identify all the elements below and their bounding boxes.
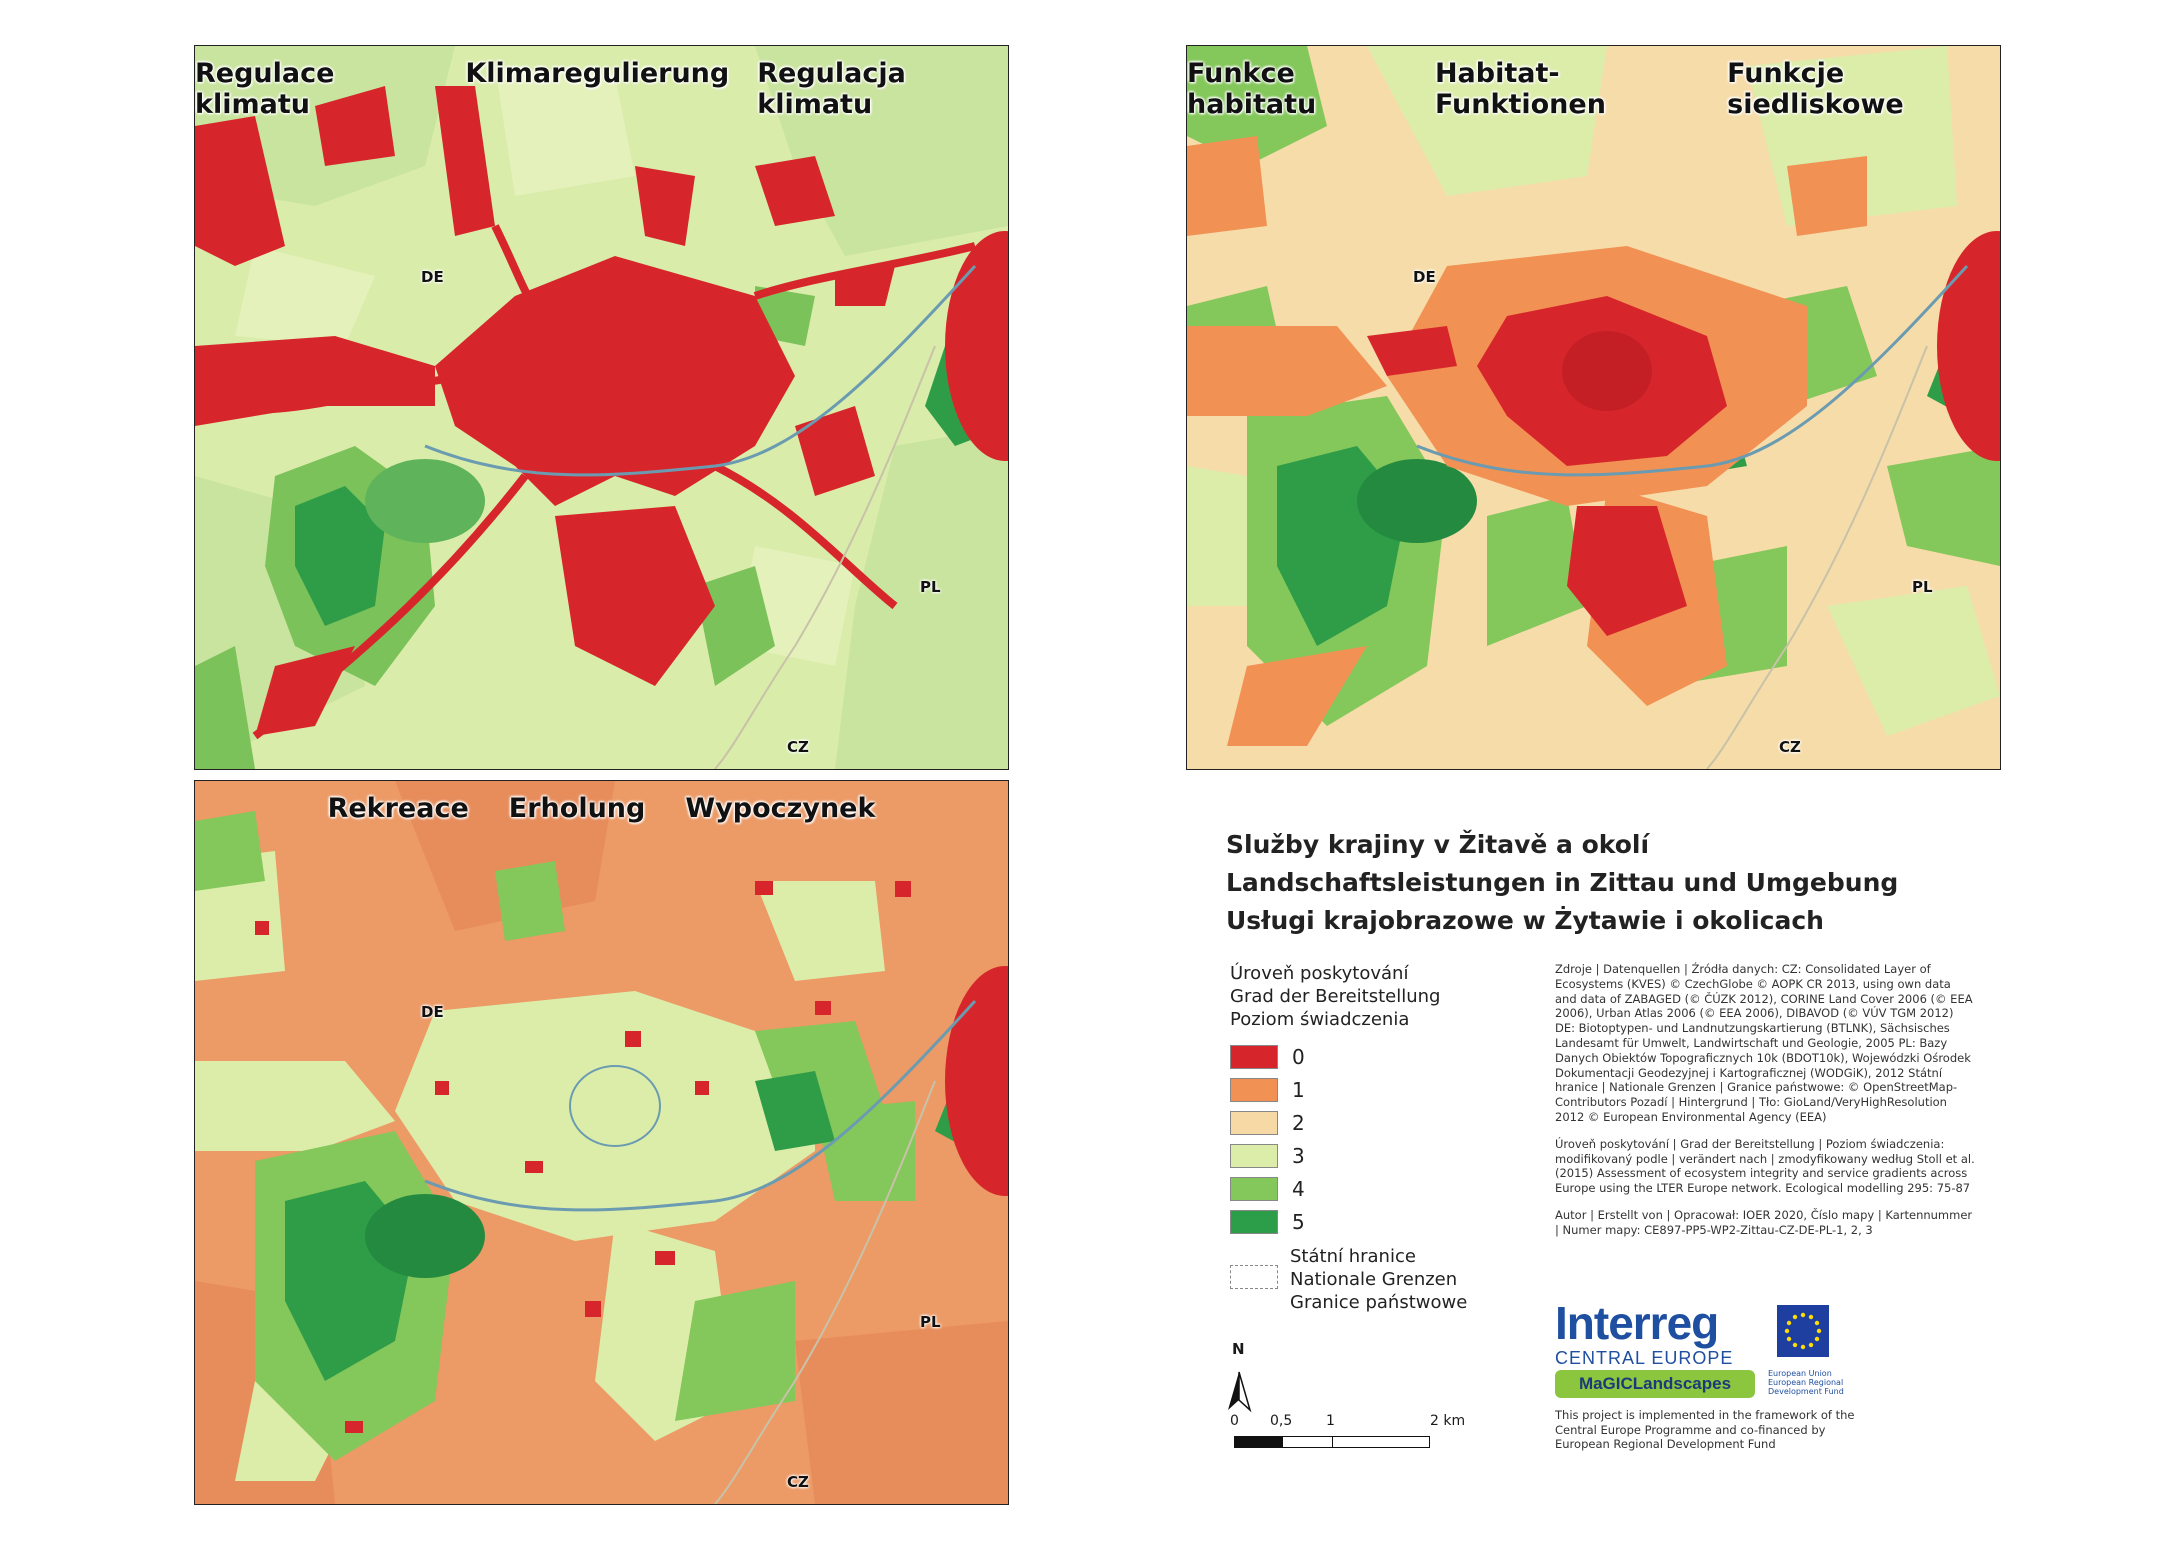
interreg-logo: Interreg CENTRAL EUROPE — [1555, 1300, 1733, 1369]
country-label-cz: CZ — [787, 738, 809, 756]
boundary-label-cz: Státní hranice — [1290, 1246, 1416, 1267]
legend-levels-heading: Úroveň poskytování Grad der Bereitstellu… — [1230, 962, 1440, 1031]
country-label-pl: PL — [920, 1313, 941, 1331]
legend-title-pl: Usługi krajobrazowe w Żytawie i okolicac… — [1226, 906, 1824, 935]
eu-fund-text: European Union European Regional Develop… — [1768, 1369, 1844, 1396]
sources-paragraph-3: Autor | Erstellt von | Opracował: IOER 2… — [1555, 1207, 1973, 1237]
map-climate-title-pl: Regulacja klimatu — [757, 58, 906, 120]
legend-level-value: 2 — [1292, 1111, 1305, 1135]
magiclandscapes-badge: MaGICLandscapes — [1555, 1370, 1755, 1398]
legend-boundary-label: Státní hranice Nationale Grenzen Granice… — [1290, 1245, 1467, 1314]
scale-bar — [1234, 1436, 1430, 1448]
boundary-label-de: Nationale Grenzen — [1290, 1269, 1458, 1290]
legend-level-3: 3 — [1230, 1143, 1305, 1169]
data-sources: Zdroje | Datenquellen | Źródła danych: C… — [1555, 962, 1975, 1250]
legend-level-value: 3 — [1292, 1144, 1305, 1168]
north-label: N — [1232, 1340, 1245, 1358]
map-recreation-title: Rekreace Erholung Wypoczynek — [195, 793, 1008, 824]
map-climate-title-de: Klimaregulierung — [465, 58, 730, 89]
legend-title-de: Landschaftsleistungen in Zittau und Umge… — [1226, 868, 1899, 897]
legend-swatch — [1230, 1177, 1278, 1201]
scale-label-2km: 2 km — [1430, 1413, 1466, 1429]
scale-label-0: 0 — [1230, 1413, 1239, 1429]
legend-swatch — [1230, 1210, 1278, 1234]
map-habitat-canvas — [1187, 46, 2000, 769]
country-label-cz: CZ — [787, 1473, 809, 1491]
scale-labels: 0 0,5 1 2 km — [1230, 1413, 1470, 1431]
map-climate-canvas — [195, 46, 1008, 769]
legend-swatch — [1230, 1045, 1278, 1069]
country-label-pl: PL — [1912, 578, 1933, 596]
map-recreation-title-pl: Wypoczynek — [685, 793, 876, 824]
sources-paragraph-1: Zdroje | Datenquellen | Źródła danych: C… — [1555, 962, 1973, 1124]
map-recreation-title-cz: Rekreace — [327, 793, 469, 824]
legend-level-value: 1 — [1292, 1078, 1305, 1102]
legend-level-4: 4 — [1230, 1176, 1305, 1202]
legend-level-0: 0 — [1230, 1044, 1305, 1070]
eu-flag-icon — [1777, 1305, 1829, 1357]
interreg-subtitle: CENTRAL EUROPE — [1555, 1348, 1734, 1368]
legend-level-value: 4 — [1292, 1177, 1305, 1201]
map-habitat-functions: Funkce habitatu Habitat-Funktionen Funkc… — [1186, 45, 2001, 770]
map-habitat-title-pl: Funkcje siedliskowe — [1727, 58, 1904, 120]
map-recreation-canvas — [195, 781, 1008, 1504]
map-climate-title-cz: Regulace klimatu — [195, 58, 335, 120]
funding-statement: This project is implemented in the frame… — [1555, 1408, 1855, 1451]
legend-swatch — [1230, 1144, 1278, 1168]
legend-level-value: 0 — [1292, 1045, 1305, 1069]
country-label-de: DE — [1413, 268, 1436, 286]
interreg-wordmark: Interreg — [1555, 1297, 1719, 1349]
legend-title: Služby krajiny v Žitavě a okolí Landscha… — [1226, 826, 1898, 940]
country-label-cz: CZ — [1779, 738, 1801, 756]
map-recreation: Rekreace Erholung Wypoczynek DE PL CZ — [194, 780, 1009, 1505]
country-label-de: DE — [421, 268, 444, 286]
map-habitat-title-cz: Funkce habitatu — [1187, 58, 1317, 120]
scale-label-1: 1 — [1326, 1413, 1335, 1429]
legend-level-1: 1 — [1230, 1077, 1305, 1103]
map-climate-regulation: Regulace klimatu Klimaregulierung Regula… — [194, 45, 1009, 770]
country-label-pl: PL — [920, 578, 941, 596]
scale-label-05: 0,5 — [1270, 1413, 1293, 1429]
map-habitat-title: Funkce habitatu Habitat-Funktionen Funkc… — [1187, 58, 2000, 120]
sources-paragraph-2: Úroveň poskytování | Grad der Bereitstel… — [1555, 1136, 1975, 1196]
map-recreation-title-de: Erholung — [508, 793, 646, 824]
levels-heading-cz: Úroveň poskytování — [1230, 963, 1409, 984]
levels-heading-pl: Poziom świadczenia — [1230, 1009, 1410, 1030]
legend-level-value: 5 — [1292, 1210, 1305, 1234]
legend-swatch — [1230, 1078, 1278, 1102]
north-arrow-icon — [1228, 1371, 1252, 1413]
legend-swatch — [1230, 1111, 1278, 1135]
legend-level-5: 5 — [1230, 1209, 1305, 1235]
map-climate-title: Regulace klimatu Klimaregulierung Regula… — [195, 58, 1008, 120]
legend-boundary-swatch — [1230, 1265, 1278, 1289]
levels-heading-de: Grad der Bereitstellung — [1230, 986, 1441, 1007]
legend-level-2: 2 — [1230, 1110, 1305, 1136]
country-label-de: DE — [421, 1003, 444, 1021]
map-habitat-title-de: Habitat-Funktionen — [1434, 58, 1606, 120]
boundary-label-pl: Granice państwowe — [1290, 1292, 1468, 1313]
legend-title-cz: Služby krajiny v Žitavě a okolí — [1226, 830, 1650, 859]
